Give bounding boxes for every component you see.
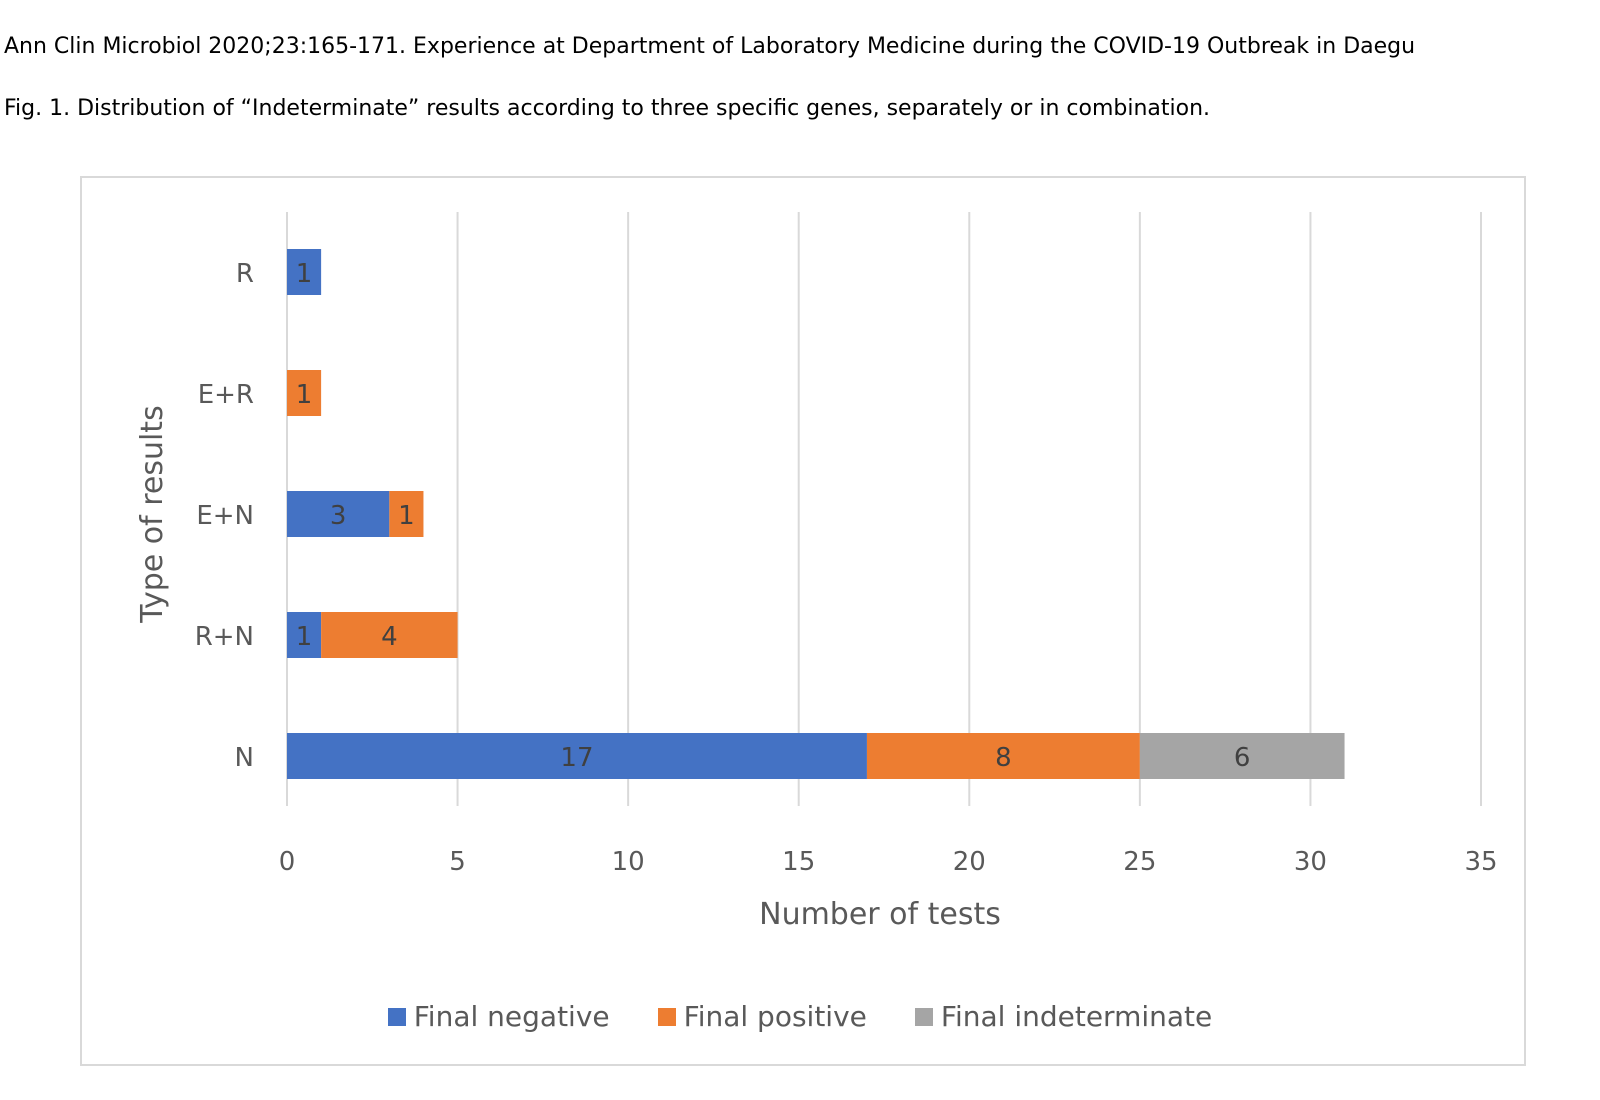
bar-segment	[287, 249, 322, 295]
bar-data-label: 1	[296, 259, 313, 289]
legend-item-indeterminate: Final indeterminate	[914, 1000, 1213, 1033]
y-category-label: R+N	[195, 622, 254, 652]
y-axis-categories: R E+R E+N R+N N	[195, 259, 254, 773]
y-category-label: E+N	[196, 501, 254, 531]
legend-swatch-indeterminate	[914, 1007, 933, 1026]
y-axis-title: Type of results	[135, 405, 170, 623]
x-axis-ticks: 0 5 10 15 20 25 30 35	[279, 847, 1498, 877]
x-tick-label: 15	[782, 847, 815, 877]
legend-label-indeterminate: Final indeterminate	[940, 1000, 1213, 1033]
chart-legend: Final negative Final positive Final inde…	[0, 1000, 1600, 1033]
bars	[287, 249, 1345, 779]
legend-swatch-negative	[387, 1007, 406, 1026]
bar-data-label: 1	[296, 380, 313, 410]
legend-item-negative: Final negative	[387, 1000, 610, 1033]
x-tick-label: 30	[1294, 847, 1327, 877]
legend-label-negative: Final negative	[413, 1000, 610, 1033]
y-category-label: R	[236, 259, 254, 289]
legend-label-positive: Final positive	[683, 1000, 867, 1033]
bar-segment	[866, 733, 1140, 779]
legend-swatch-positive	[657, 1007, 676, 1026]
data-labels: 1 1 3 1 1 4 17 8 6	[296, 259, 1251, 773]
bar-segment	[389, 491, 424, 537]
y-category-label: E+R	[198, 380, 254, 410]
bar-data-label: 8	[995, 743, 1012, 773]
bar-data-label: 17	[560, 743, 593, 773]
gridlines	[286, 212, 1482, 806]
bar-segment	[1139, 733, 1345, 779]
bar-data-label: 3	[330, 501, 347, 531]
y-category-label: N	[235, 743, 254, 773]
x-tick-label: 0	[279, 847, 296, 877]
bar-data-label: 1	[398, 501, 415, 531]
x-tick-label: 20	[953, 847, 986, 877]
bar-segment	[321, 612, 458, 658]
x-tick-label: 5	[449, 847, 466, 877]
bar-data-label: 6	[1234, 743, 1251, 773]
legend-item-positive: Final positive	[657, 1000, 867, 1033]
x-axis-title: Number of tests	[759, 897, 1001, 932]
x-tick-label: 10	[612, 847, 645, 877]
journal-citation-line: Ann Clin Microbiol 2020;23:165-171. Expe…	[4, 34, 1416, 59]
figure-caption: Fig. 1. Distribution of “Indeterminate” …	[4, 96, 1211, 121]
x-tick-label: 35	[1464, 847, 1497, 877]
bar-data-label: 4	[381, 622, 398, 652]
bar-segment	[287, 733, 867, 779]
bar-segment	[287, 491, 390, 537]
x-tick-label: 25	[1123, 847, 1156, 877]
bar-segment	[287, 370, 322, 416]
bar-segment	[287, 612, 322, 658]
bar-data-label: 1	[296, 622, 313, 652]
